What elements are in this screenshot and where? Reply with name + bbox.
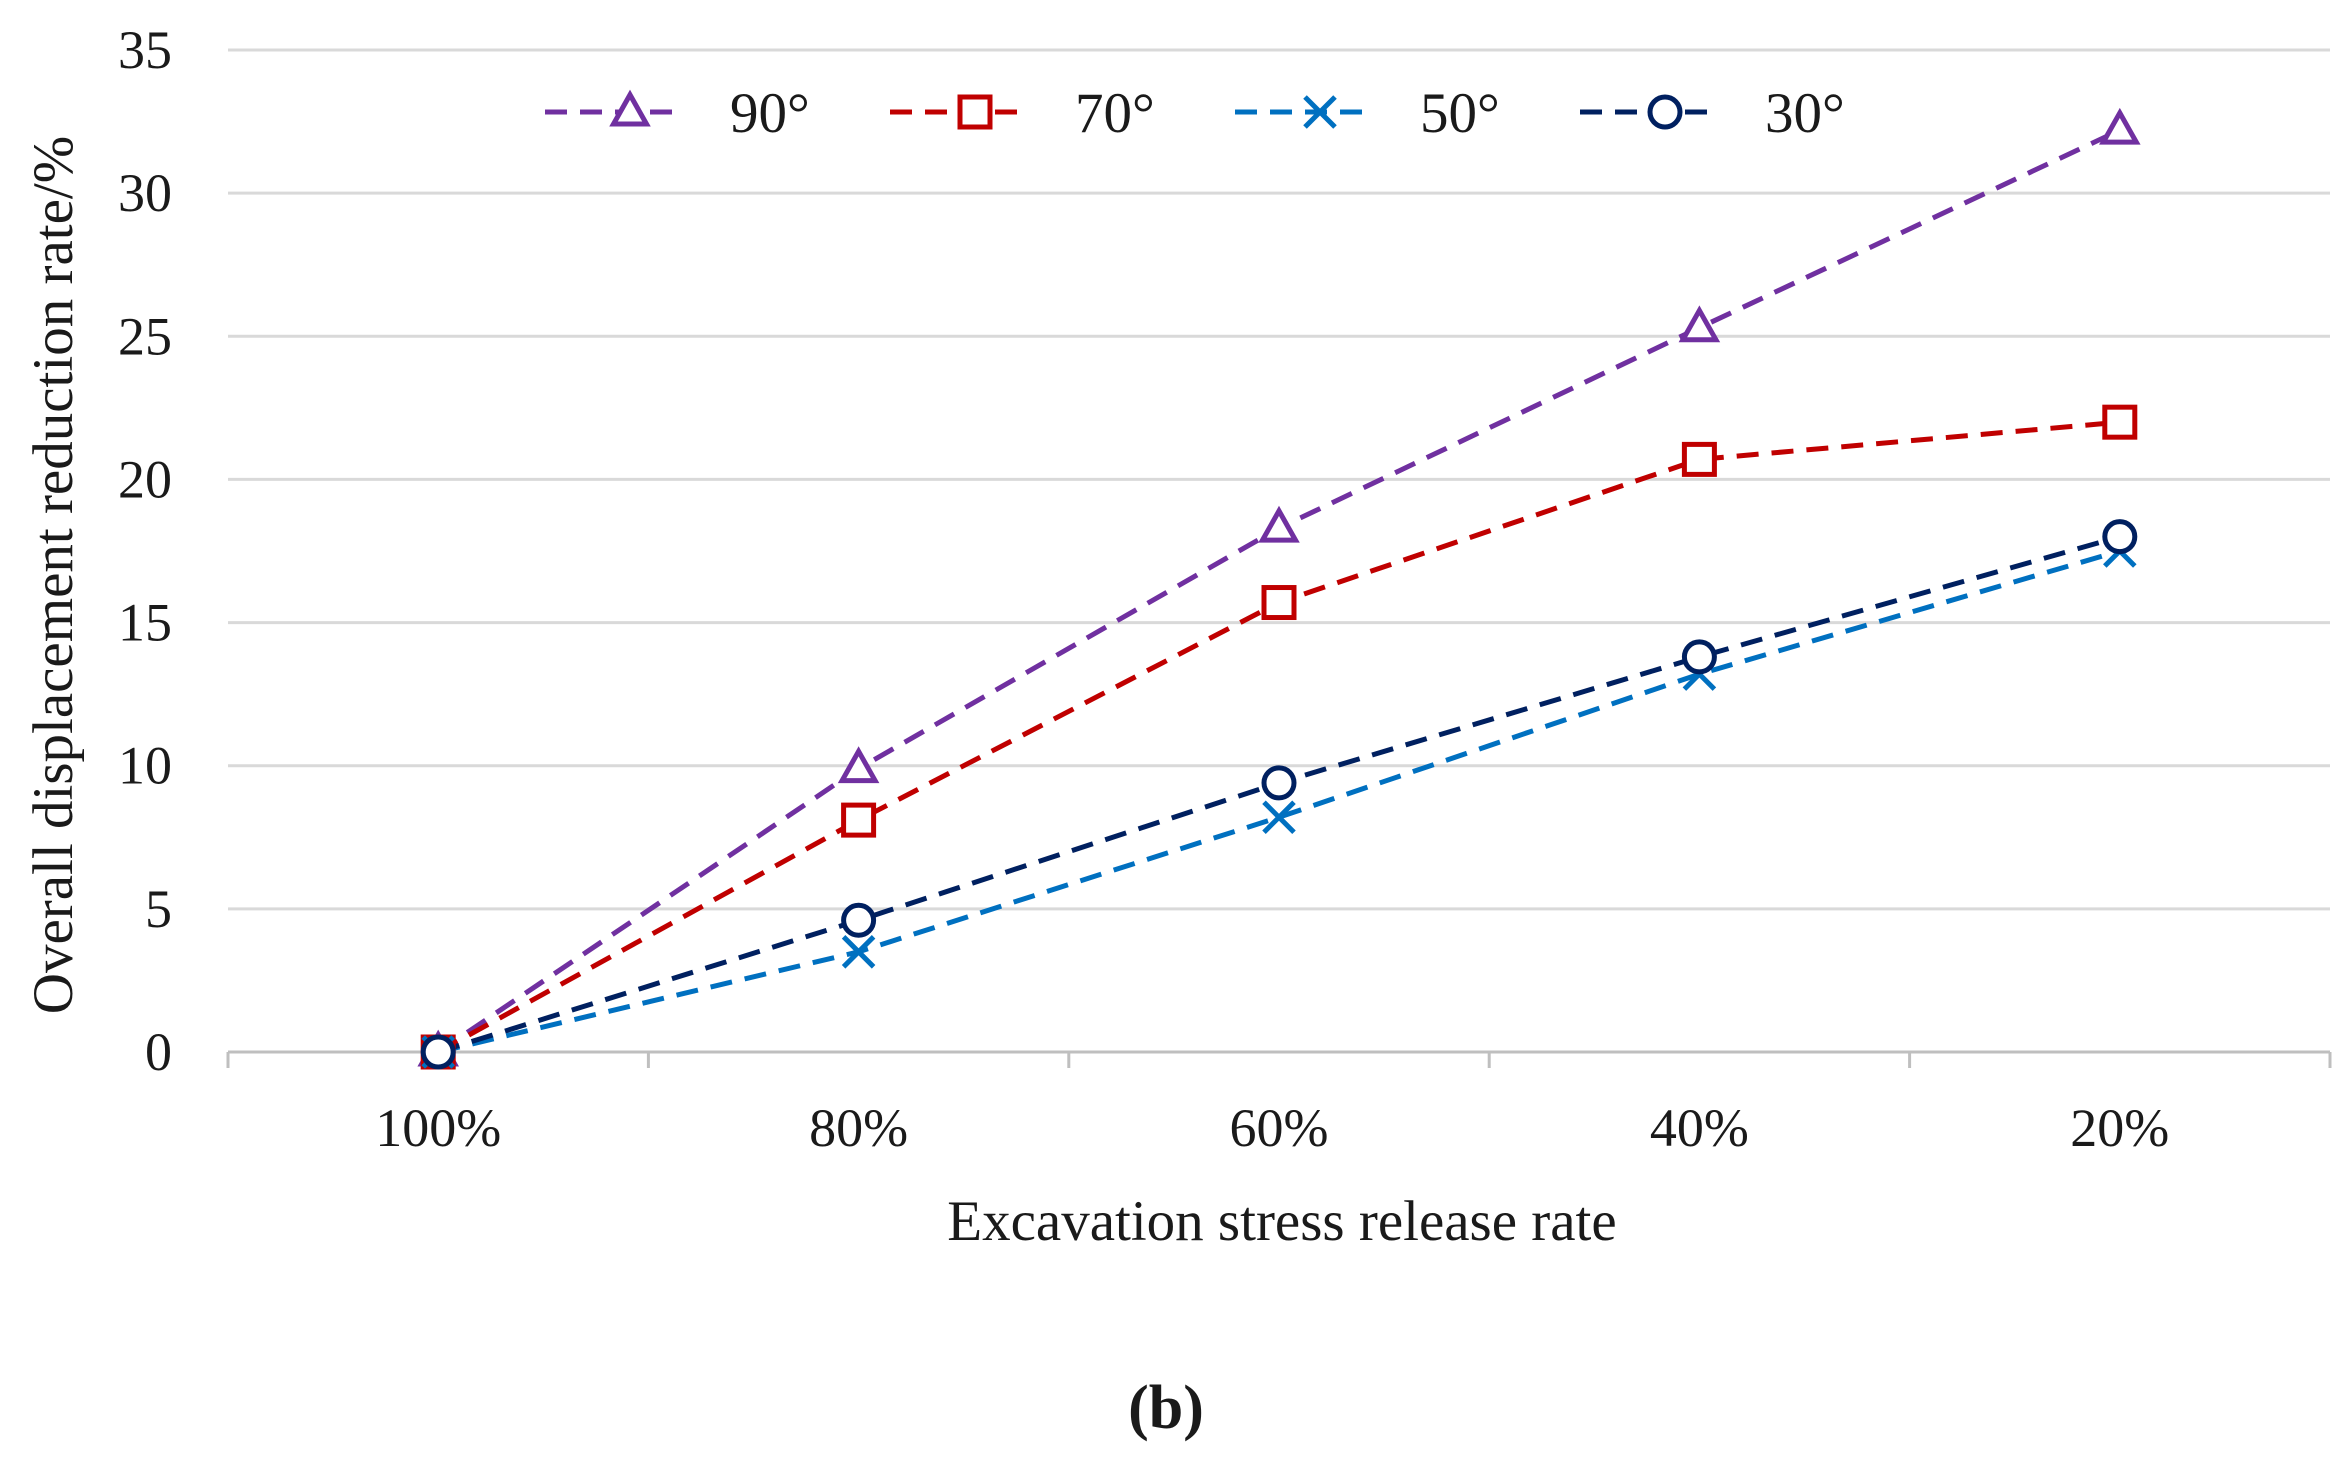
data-point (1681, 441, 1717, 477)
legend-marker (957, 94, 993, 130)
y-tick-label: 20 (118, 449, 172, 509)
data-point (837, 746, 880, 784)
x-axis-ticks: 100% 80% 60% 40% 20% (375, 1098, 2169, 1158)
data-point (420, 1034, 456, 1070)
y-tick-label: 10 (118, 736, 172, 796)
legend-marker (1647, 94, 1683, 130)
x-tick-label: 20% (2070, 1098, 2169, 1158)
legend-marker (609, 89, 651, 127)
legend-label: 70° (1075, 82, 1155, 145)
data-point (1261, 585, 1297, 621)
series-line (437, 548, 2121, 1055)
y-tick-label: 30 (118, 163, 172, 223)
legend: 90° 70° 50° 30° (545, 82, 1845, 145)
legend-marker (1303, 95, 1337, 129)
x-tick-label: 80% (809, 1098, 908, 1158)
x-tick-label: 60% (1230, 1098, 1329, 1158)
x-axis-title: Excavation stress release rate (947, 1190, 1616, 1253)
panel-label: (b) (1128, 1374, 1204, 1442)
legend-item: 90° (545, 82, 810, 145)
series-markers-circle (420, 519, 2138, 1070)
y-tick-label: 0 (145, 1022, 172, 1082)
data-point (841, 902, 877, 938)
legend-label: 90° (730, 82, 810, 145)
y-tick-label: 35 (118, 20, 172, 80)
data-point (2102, 404, 2138, 440)
data-point (2099, 107, 2141, 145)
axes (226, 1050, 2332, 1068)
data-point (1681, 639, 1717, 675)
y-axis-ticks: 0 5 10 15 20 25 30 35 (118, 20, 172, 1082)
gridlines (228, 48, 2330, 911)
data-point (841, 802, 877, 838)
x-tick-label: 100% (375, 1098, 501, 1158)
series-group (417, 107, 2141, 1070)
y-axis-title: Overall displacement reduction rate/% (22, 136, 85, 1014)
legend-label: 30° (1765, 82, 1845, 145)
data-point (1678, 305, 1721, 343)
x-tick-label: 40% (1650, 1098, 1749, 1158)
legend-item: 70° (890, 82, 1155, 145)
series-x (437, 548, 2121, 1055)
data-point (2102, 519, 2138, 555)
data-point (1261, 765, 1297, 801)
legend-item: 30° (1580, 82, 1845, 145)
data-point (841, 935, 876, 969)
data-point (1258, 505, 1300, 543)
data-point (1262, 800, 1296, 835)
y-tick-label: 15 (118, 593, 172, 653)
legend-label: 50° (1420, 82, 1500, 145)
y-tick-label: 25 (118, 306, 172, 366)
y-tick-label: 5 (145, 879, 172, 939)
legend-item: 50° (1235, 82, 1500, 145)
